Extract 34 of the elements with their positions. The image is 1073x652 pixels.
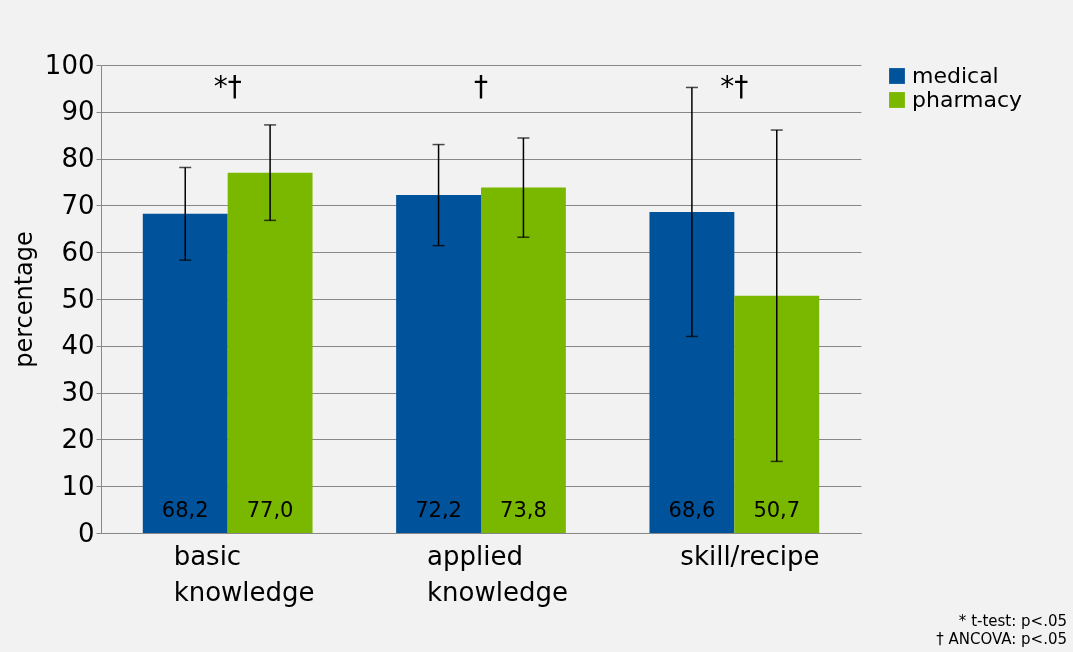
legend-label: medical: [912, 63, 999, 88]
bar: [649, 211, 735, 533]
y-tick-label: 50: [61, 283, 95, 314]
y-axis-title: percentage: [9, 231, 38, 368]
y-tick-label: 70: [61, 189, 95, 220]
bar: [227, 172, 313, 533]
data-label: 50,7: [753, 498, 801, 522]
bar: [396, 195, 481, 533]
x-tick-label: applied knowledge: [427, 540, 568, 607]
x-tick-label: basic knowledge: [173, 540, 315, 607]
y-tick-label: 90: [61, 96, 95, 127]
data-label: 77,0: [246, 498, 294, 522]
data-label: 72,2: [415, 498, 462, 522]
annotation: †: [474, 70, 488, 104]
y-tick-label: 100: [44, 49, 95, 80]
text: * t-test: p<.05: [957, 612, 1067, 630]
data-label: 68,2: [161, 498, 209, 522]
annotation: *†: [720, 70, 749, 104]
y-tick-label: 60: [61, 236, 95, 267]
data-label: 73,8: [500, 498, 547, 522]
y-tick-label: 10: [61, 470, 95, 501]
annotation: *†: [213, 70, 242, 104]
text: † ANCOVA: p<.05: [936, 630, 1067, 648]
data-label: 68,6: [668, 498, 716, 522]
x-tick-label: skill/recipe: [680, 540, 820, 571]
y-tick-label: 40: [61, 330, 95, 361]
y-tick-label: 0: [77, 517, 95, 548]
y-tick-label: 30: [61, 377, 95, 408]
y-tick-label: 20: [61, 423, 95, 454]
legend-label: pharmacy: [912, 87, 1023, 112]
bar: [481, 187, 566, 533]
bar: [734, 295, 820, 533]
bar: [142, 213, 228, 533]
y-tick-label: 80: [61, 143, 95, 174]
